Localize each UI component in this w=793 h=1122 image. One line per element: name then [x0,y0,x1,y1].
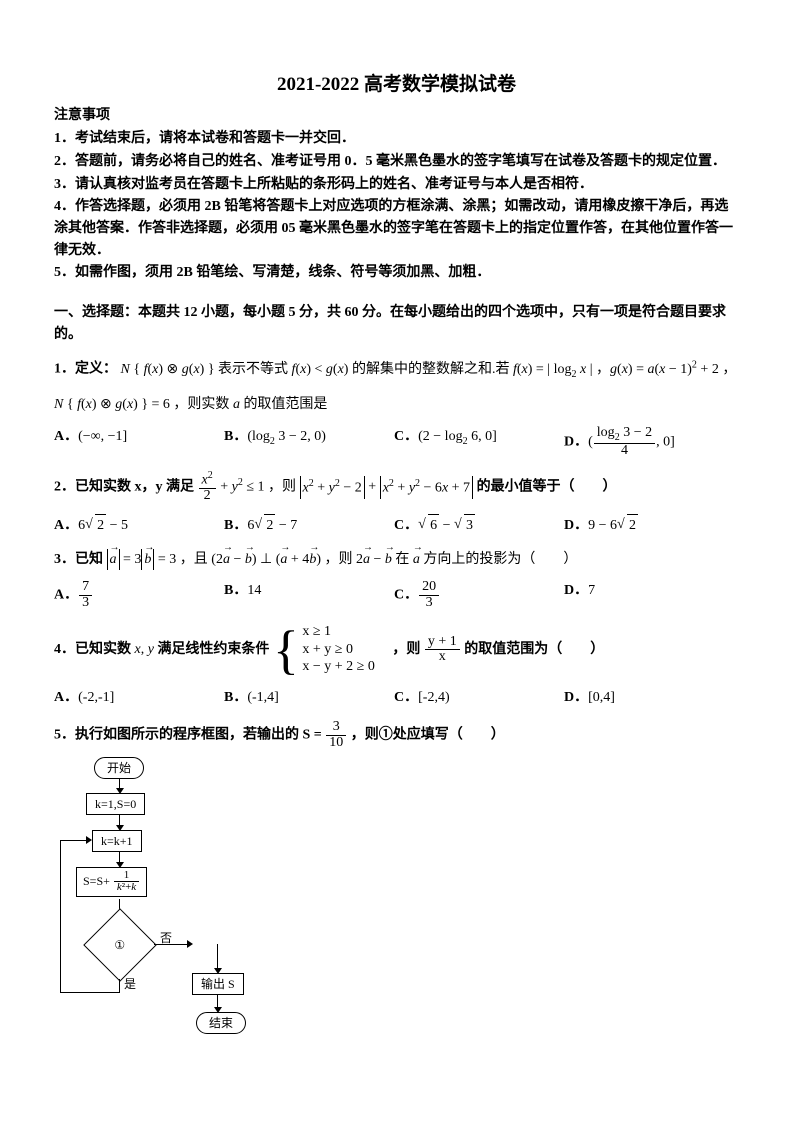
q4-lead: 4．已知实数 [54,642,135,657]
q2-opt-b: B．62 − 7 [224,514,394,537]
q1-line2: N { f(x) ⊗ g(x) } = 6 ，则实数 a 的取值范围是 [54,397,327,412]
flow-arrow-yes-2 [60,992,120,993]
q2-opt-d: D．9 − 62 [564,514,734,537]
q1-opt-a: A．(−∞, −1] [54,426,224,459]
section-1-heading: 一、选择题：本题共 12 小题，每小题 5 分，共 60 分。在每小题给出的四个… [54,302,739,345]
flow-arrowhead-no [187,940,193,948]
flow-label-yes: 是 [124,975,136,994]
q3-options: A．73 B．14 C．203 D．7 [54,580,739,610]
question-5: 5．执行如图所示的程序框图，若输出的 S = 310 ，则①处应填写（ ） [54,720,739,750]
page-title: 2021-2022 高考数学模拟试卷 [54,70,739,99]
flowchart: 开始 k=1,S=0 k=k+1 S=S+ 1k²+k ① 否 输出 S 结束 … [54,757,254,1047]
flow-box-2: k=k+1 [92,830,142,853]
q3-opt-a: A．73 [54,580,224,610]
q1-opt-b: B．(log2 3 − 2, 0) [224,426,394,459]
flow-start: 开始 [94,757,144,780]
q4-tail1: ，则 [378,642,424,657]
notice-heading: 注意事项 [54,105,739,127]
flow-arrow-no-v [217,944,218,969]
flow-arrow-yes-3 [60,840,61,993]
q1-opt-c: C．(2 − log2 6, 0] [394,426,564,459]
q2-lead: 2．已知实数 x，y 满足 [54,480,198,495]
q4-tail2: 的取值范围为（ ） [464,642,604,657]
q2-opt-a: A．62 − 5 [54,514,224,537]
flow-arrowhead-no2 [214,968,222,974]
q1-options: A．(−∞, −1] B．(log2 3 − 2, 0) C．(2 − log2… [54,426,739,459]
flow-decision-label: ① [90,936,150,955]
flow-b3-label: S=S+ [83,874,113,888]
q4-opt-b: B．(-1,4] [224,687,394,709]
q2-tail: 的最小值等于（ ） [477,480,617,495]
flow-arrow-end [217,994,218,1008]
q3-lead: 3．已知 [54,552,107,567]
flow-arrow-yes-4 [60,840,87,841]
q4-mid: 满足线性约束条件 [154,642,273,657]
q5-lead: 5．执行如图所示的程序框图，若输出的 S = [54,728,325,743]
q1-def: N { f(x) ⊗ g(x) } 表示不等式 f(x) < g(x) 的解集中… [121,362,737,377]
q3-opt-b: B．14 [224,580,394,610]
notice-1: 1．考试结束后，请将本试卷和答题卡一并交回． [54,128,739,150]
q4-sys-2: x + y ≥ 0 [302,641,374,659]
flow-arrow-yes-1 [119,979,120,993]
q4-opt-d: D．[0,4] [564,687,734,709]
flow-box-1: k=1,S=0 [86,793,145,816]
question-2: 2．已知实数 x，y 满足 x22 + y2 ≤ 1 ，则 x2 + y2 − … [54,471,739,504]
flow-decision: ① [83,908,157,982]
question-1-line2: N { f(x) ⊗ g(x) } = 6 ，则实数 a 的取值范围是 [54,394,739,416]
notice-5: 5．如需作图，须用 2B 铅笔绘、写清楚，线条、符号等须加黑、加粗． [54,262,739,284]
q4-sys-1: x ≥ 1 [302,623,374,641]
q5-tail: ，则①处应填写（ ） [351,728,505,743]
question-3: 3．已知 a = 3b = 3 ，且 (2a − b) ⊥ (a + 4b) ，… [54,549,739,571]
q2-opt-c: C．6 − 3 [394,514,564,537]
q4-options: A．(-2,-1] B．(-1,4] C．[-2,4) D．[0,4] [54,687,739,709]
q2-options: A．62 − 5 B．62 − 7 C．6 − 3 D．9 − 62 [54,514,739,537]
q3-opt-c: C．203 [394,580,564,610]
q1-opt-d: D．(log2 3 − 24, 0] [564,426,734,459]
flow-end: 结束 [196,1012,246,1035]
flow-arrow-no-h [154,944,188,945]
notice-3: 3．请认真核对监考员在答题卡上所粘贴的条形码上的姓名、准考证号与本人是否相符． [54,174,739,196]
flow-box-3: S=S+ 1k²+k [76,867,147,897]
q4-opt-c: C．[-2,4) [394,687,564,709]
question-4: 4．已知实数 x, y 满足线性约束条件 { x ≥ 1 x + y ≥ 0 x… [54,623,739,677]
notice-4: 4．作答选择题，必须用 2B 铅笔将答题卡上对应选项的方框涂满、涂黑；如需改动，… [54,196,739,261]
question-1: 1．定义： N { f(x) ⊗ g(x) } 表示不等式 f(x) < g(x… [54,357,739,382]
q1-lead: 1．定义： [54,362,117,377]
flow-arrowhead-yes [86,836,92,844]
flow-output: 输出 S [192,973,244,996]
q3-opt-d: D．7 [564,580,734,610]
q4-opt-a: A．(-2,-1] [54,687,224,709]
q4-sys-3: x − y + 2 ≥ 0 [302,658,374,676]
notice-2: 2．答题前，请务必将自己的姓名、准考证号用 0．5 毫米黑色墨水的签字笔填写在试… [54,151,739,173]
